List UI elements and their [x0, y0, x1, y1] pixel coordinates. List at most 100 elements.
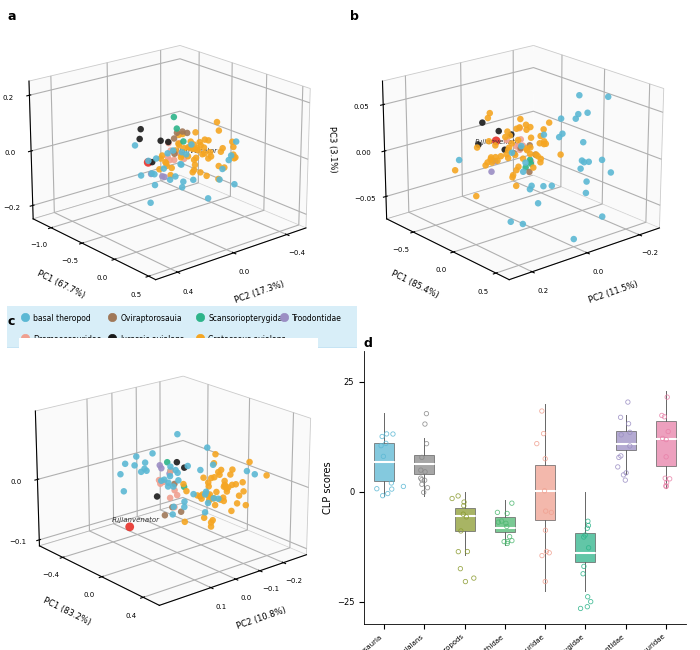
Point	[583, 520, 594, 530]
Point	[656, 410, 667, 421]
Point	[615, 430, 626, 440]
Point	[536, 406, 547, 416]
PathPatch shape	[535, 465, 555, 519]
Point	[624, 427, 636, 437]
Point	[398, 481, 409, 491]
Point	[418, 488, 429, 498]
Point	[458, 497, 470, 507]
Point	[447, 493, 458, 504]
Point	[657, 433, 668, 443]
Y-axis label: PC1 (85.4%): PC1 (85.4%)	[390, 269, 440, 300]
Point	[501, 521, 512, 532]
Text: a: a	[7, 10, 15, 23]
Point	[612, 462, 624, 472]
Point	[578, 569, 589, 579]
Text: Troodontidae: Troodontidae	[293, 314, 342, 322]
Text: Jurassic avialans: Jurassic avialans	[120, 335, 185, 344]
Point	[582, 601, 593, 612]
Point	[582, 523, 593, 534]
Point	[538, 428, 550, 439]
Text: basal theropod: basal theropod	[34, 314, 91, 322]
Point	[461, 512, 472, 522]
Point	[421, 439, 432, 449]
Point	[618, 470, 629, 480]
Point	[544, 547, 555, 558]
X-axis label: PC2 (17.3%): PC2 (17.3%)	[234, 279, 286, 305]
PathPatch shape	[414, 455, 435, 474]
Point	[615, 412, 626, 423]
Point	[377, 432, 388, 442]
Point	[624, 441, 636, 451]
Point	[661, 481, 672, 491]
Point	[661, 434, 672, 445]
Point	[540, 577, 551, 587]
Point	[380, 438, 391, 448]
Point	[540, 454, 551, 464]
Point	[460, 577, 471, 587]
Point	[493, 517, 504, 527]
Point	[546, 507, 557, 517]
Point	[501, 508, 512, 519]
Point	[623, 419, 634, 429]
Point	[416, 474, 428, 485]
Point	[375, 441, 386, 451]
Text: Dromaeosauridae: Dromaeosauridae	[34, 335, 102, 344]
PathPatch shape	[575, 534, 596, 562]
Point	[386, 478, 397, 488]
PathPatch shape	[374, 443, 394, 481]
Point	[575, 603, 586, 614]
Y-axis label: PC1 (83.2%): PC1 (83.2%)	[41, 595, 92, 627]
Point	[378, 451, 389, 462]
Point	[582, 516, 594, 526]
X-axis label: PC2 (11.5%): PC2 (11.5%)	[587, 280, 639, 305]
PathPatch shape	[454, 508, 475, 531]
Point	[502, 538, 513, 549]
Point	[578, 561, 589, 571]
Point	[458, 509, 469, 519]
Point	[416, 452, 428, 463]
Point	[387, 429, 398, 439]
Point	[455, 526, 466, 536]
Point	[580, 530, 591, 540]
Point	[536, 551, 547, 561]
Point	[416, 479, 428, 489]
Point	[377, 491, 388, 501]
Point	[419, 467, 430, 477]
Point	[506, 536, 517, 546]
Point	[660, 480, 671, 491]
Point	[500, 518, 512, 528]
Point	[620, 475, 631, 486]
Point	[583, 543, 594, 553]
Point	[422, 482, 433, 493]
Point	[452, 491, 463, 501]
Point	[455, 564, 466, 574]
Point	[622, 397, 634, 408]
Text: Cretaceous avialans: Cretaceous avialans	[209, 335, 286, 344]
Point	[415, 473, 426, 484]
PathPatch shape	[615, 431, 636, 450]
Text: b: b	[350, 10, 359, 23]
Point	[541, 546, 552, 556]
Y-axis label: CLP scores: CLP scores	[323, 462, 332, 514]
Y-axis label: PC1 (67.7%): PC1 (67.7%)	[36, 269, 87, 300]
Point	[659, 411, 670, 422]
Text: d: d	[364, 337, 373, 350]
Point	[531, 439, 542, 449]
Point	[661, 452, 672, 462]
Point	[502, 536, 513, 547]
Point	[620, 467, 631, 478]
Point	[506, 498, 517, 508]
Point	[462, 547, 473, 557]
Point	[498, 536, 510, 547]
Point	[585, 597, 596, 607]
Point	[504, 532, 515, 542]
Point	[419, 419, 430, 429]
Point	[458, 500, 470, 511]
Point	[381, 429, 392, 439]
Point	[659, 473, 671, 484]
PathPatch shape	[656, 421, 676, 467]
Point	[468, 573, 480, 583]
Point	[578, 532, 589, 542]
Point	[661, 478, 672, 488]
PathPatch shape	[495, 517, 515, 532]
